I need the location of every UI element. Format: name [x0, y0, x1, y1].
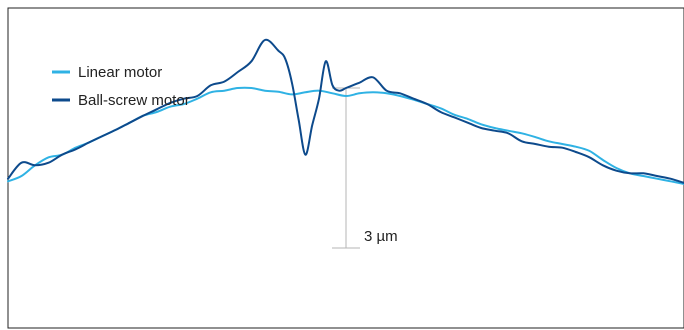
legend-label-linear-motor: Linear motor	[78, 64, 162, 81]
scale-bar-label: 3 µm	[364, 228, 398, 245]
legend: Linear motor Ball-screw motor	[52, 64, 190, 109]
series-line-ball-screw-motor	[7, 38, 684, 184]
legend-label-ball-screw-motor: Ball-screw motor	[78, 92, 190, 109]
